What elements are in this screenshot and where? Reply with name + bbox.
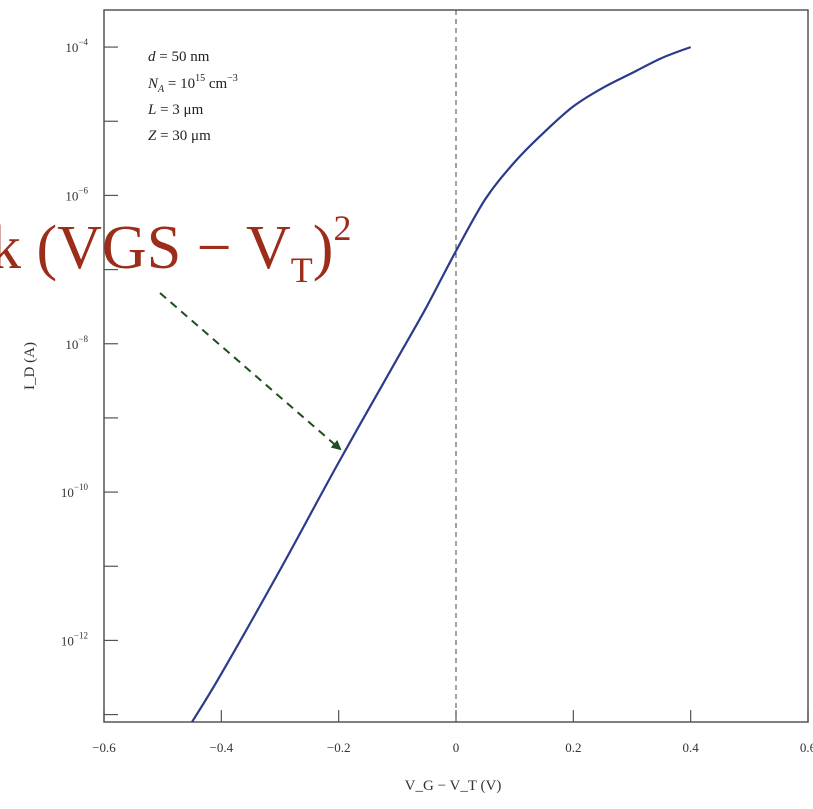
series-line (191, 46, 692, 723)
parameter-annotation: d = 50 nm NA = 1015 cm−3 L = 3 μm Z = 30… (147, 49, 238, 144)
param-l: L = 3 μm (147, 102, 204, 118)
x-tick-label: 0.4 (683, 740, 700, 755)
y-tick-label: 10−8 (65, 334, 88, 352)
x-tick-label: 0.2 (565, 740, 581, 755)
y-ticks: 10−12 10−10 10−8 10−6 10−4 (61, 37, 118, 716)
x-tick-label: −0.4 (210, 740, 234, 755)
x-tick-label: −0.6 (92, 740, 116, 755)
x-tick-label: −0.2 (327, 740, 351, 755)
annotation-arrow (159, 292, 342, 451)
param-na: NA = 1015 cm−3 (147, 73, 238, 95)
y-tick-label: 10−12 (61, 630, 88, 648)
y-axis-title: I_D (A) (22, 342, 38, 390)
param-d: d = 50 nm (148, 49, 210, 65)
y-tick-label: 10−10 (61, 482, 89, 500)
x-axis-title: V_G − V_T (V) (405, 778, 502, 794)
square-law-label: k (VGS − VT)2 (0, 208, 351, 290)
param-z: Z = 30 μm (148, 128, 211, 144)
x-tick-label: 0.6 (800, 740, 813, 755)
y-tick-label: 10−4 (65, 37, 88, 55)
y-tick-label: 10−6 (65, 185, 88, 203)
x-tick-label: 0 (453, 740, 460, 755)
x-ticks: −0.6 −0.4 −0.2 0 0.2 0.4 0.6 (92, 710, 813, 755)
